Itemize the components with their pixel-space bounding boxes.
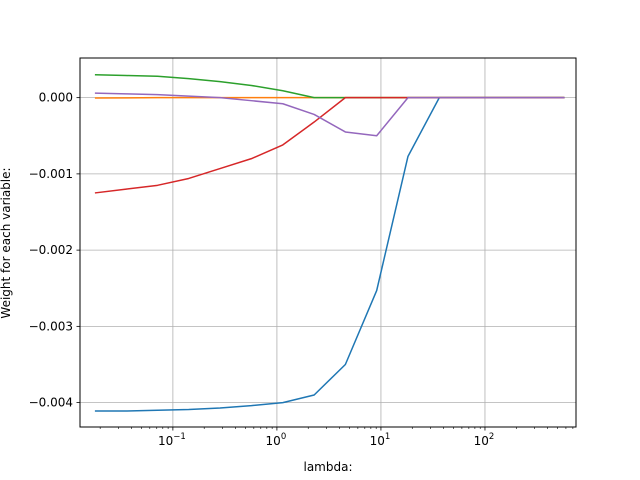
series-line-1: [94, 96, 565, 412]
x-tick-label: 102: [474, 432, 495, 448]
axis-ticks: 0.000 −0.001 −0.002 −0.003 −0.004 10−1 100 101 1…: [29, 91, 574, 448]
plot-frame: [79, 57, 577, 428]
x-tick-label: 100: [266, 432, 287, 448]
grid-lines: [80, 58, 576, 427]
y-tick-label: 0.000: [39, 91, 73, 105]
y-tick-label: −0.004: [29, 396, 73, 410]
y-tick-label: −0.003: [29, 319, 73, 333]
series-line-3: [94, 74, 565, 99]
x-axis-label: lambda:: [303, 460, 352, 474]
x-tick-label: 10−1: [158, 432, 186, 448]
series-line-4: [94, 96, 565, 194]
y-tick-label: −0.001: [29, 167, 73, 181]
y-axis-label: Weight for each variable:: [0, 167, 13, 318]
x-tick-label: 101: [370, 432, 391, 448]
series-lines: [94, 74, 565, 412]
y-tick-label: −0.002: [29, 243, 73, 257]
series-line-5: [94, 92, 565, 137]
